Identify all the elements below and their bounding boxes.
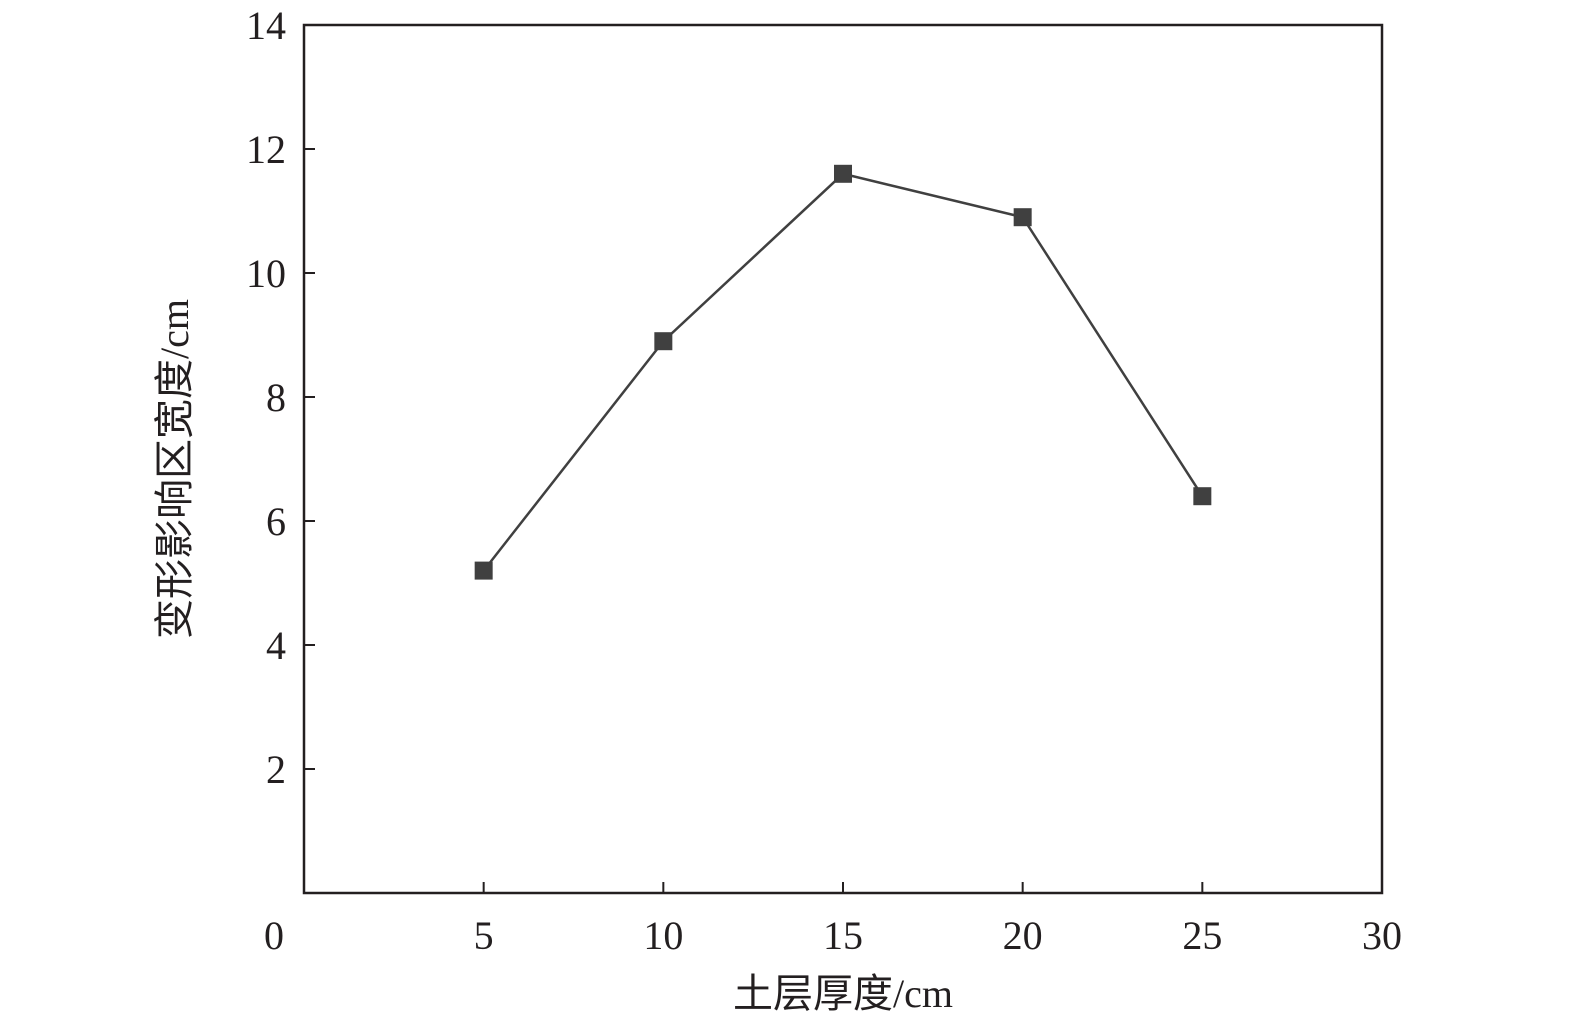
x-tick-label: 25 — [1182, 913, 1222, 958]
plot-frame — [302, 23, 1384, 895]
x-axis-title: 土层厚度/cm — [733, 971, 953, 1016]
y-tick-label: 10 — [246, 251, 286, 296]
x-axis-ticks: 0 5 10 15 20 25 30 — [264, 882, 1402, 958]
y-tick-label: 12 — [246, 127, 286, 172]
data-point-marker — [1193, 487, 1212, 506]
data-point-marker — [834, 164, 852, 183]
y-tick-label: 14 — [246, 3, 286, 48]
y-tick-label: 8 — [266, 375, 286, 420]
x-tick-label: 20 — [1003, 913, 1043, 958]
data-point-marker — [654, 332, 673, 351]
data-point-marker — [1013, 208, 1032, 227]
y-axis-title: 变形影响区宽度/cm — [152, 299, 197, 639]
series-line — [482, 172, 1204, 572]
y-axis-ticks: 2 4 6 8 10 12 14 — [246, 3, 315, 792]
y-tick-label: 6 — [266, 499, 286, 544]
data-point-marker — [474, 561, 493, 580]
x-tick-label: 15 — [823, 913, 863, 958]
x-tick-label: 30 — [1362, 913, 1402, 958]
x-tick-label: 5 — [474, 913, 494, 958]
y-tick-label: 4 — [266, 623, 286, 668]
y-tick-label: 2 — [266, 747, 286, 792]
x-tick-label: 0 — [264, 913, 284, 958]
x-tick-label: 10 — [643, 913, 683, 958]
series-layer — [474, 164, 1212, 580]
